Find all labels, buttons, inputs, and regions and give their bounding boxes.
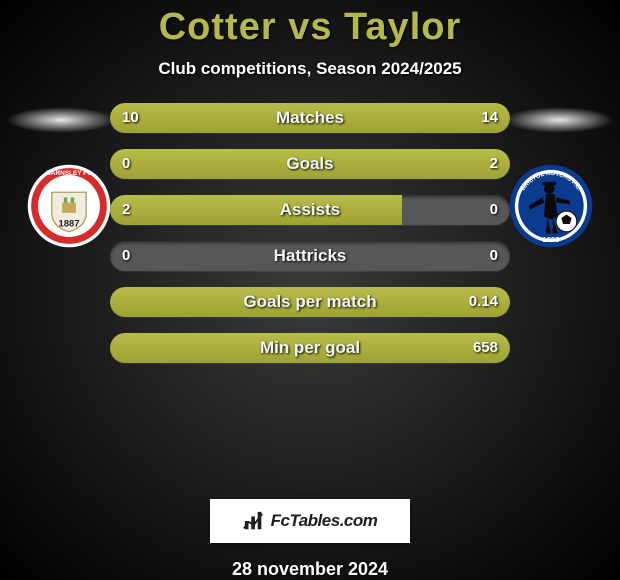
- svg-text:BARNSLEY FC: BARNSLEY FC: [46, 170, 92, 177]
- stat-fill-left: [110, 195, 402, 225]
- title-player-right: Taylor: [344, 6, 461, 48]
- bristol-rovers-crest-icon: BRISTOL ROVERS F.C. 1883: [508, 163, 594, 249]
- stat-fill-left: [110, 103, 278, 133]
- crest-year-right: 1883: [542, 235, 560, 244]
- subtitle: Club competitions, Season 2024/2025: [158, 59, 461, 79]
- title-player-left: Cotter: [159, 6, 277, 48]
- club-crest-right: BRISTOL ROVERS F.C. 1883: [508, 163, 594, 249]
- bar-chart-icon: [243, 510, 265, 532]
- stat-fill-right: [278, 103, 510, 133]
- spotlight-left: [6, 107, 116, 133]
- stat-value-left: 0: [110, 241, 142, 271]
- stat-value-right: 0: [478, 195, 510, 225]
- stat-row: Goals per match0.14: [110, 287, 510, 317]
- title-vs: vs: [288, 6, 332, 48]
- crest-year-left: 1887: [58, 219, 79, 230]
- date-label: 28 november 2024: [232, 559, 388, 580]
- brand-link[interactable]: FcTables.com: [210, 499, 410, 543]
- stat-label: Hattricks: [110, 241, 510, 271]
- page-title: Cotter vs Taylor: [159, 6, 462, 49]
- barnsley-crest-icon: 1887 BARNSLEY FC: [26, 163, 112, 249]
- stat-row: Hattricks0 0: [110, 241, 510, 271]
- content-area: 1887 BARNSLEY FC: [0, 79, 620, 197]
- stat-row: Min per goal658: [110, 333, 510, 363]
- club-crest-left: 1887 BARNSLEY FC: [26, 163, 112, 249]
- stat-fill-right: [110, 333, 510, 363]
- stat-fill-right: [110, 287, 510, 317]
- stat-row: Matches1014: [110, 103, 510, 133]
- comparison-infographic: Cotter vs Taylor Club competitions, Seas…: [0, 0, 620, 580]
- brand-text: FcTables.com: [271, 511, 378, 531]
- spotlight-right: [504, 107, 614, 133]
- stat-row: Assists20: [110, 195, 510, 225]
- stat-fill-right: [110, 149, 510, 179]
- stat-bars: Matches1014Goals02Assists20Hattricks00Go…: [110, 103, 510, 363]
- stat-row: Goals02: [110, 149, 510, 179]
- stat-value-right: 0: [478, 241, 510, 271]
